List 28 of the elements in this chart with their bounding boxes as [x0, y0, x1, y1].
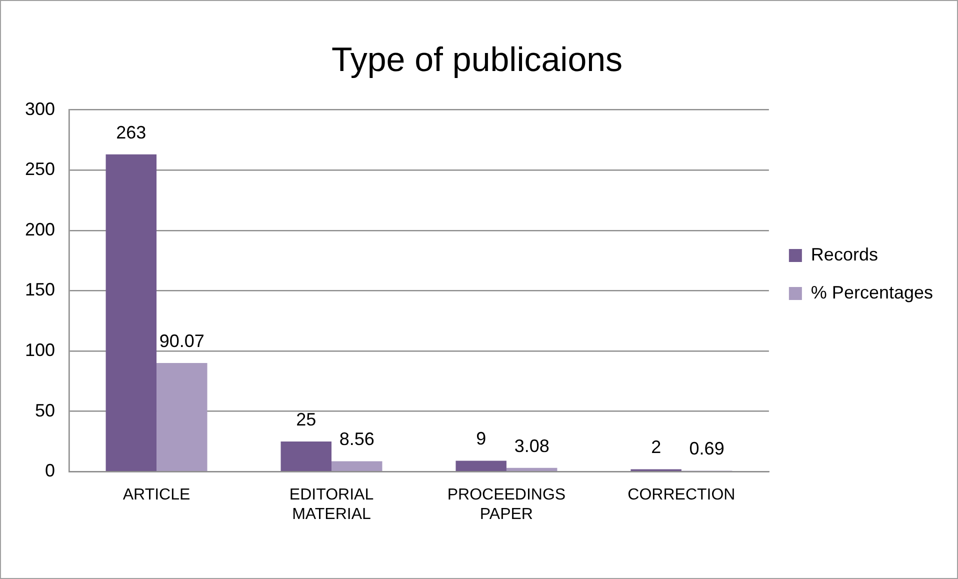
y-tick-label: 0 [45, 460, 56, 481]
bar [506, 468, 558, 471]
x-tick-label: PROCEEDINGS PAPER [447, 486, 566, 523]
bar [456, 460, 506, 471]
data-label: 8.56 [339, 429, 374, 450]
data-label: 25 [296, 409, 316, 430]
legend-label: Records [810, 244, 878, 264]
data-label: 0.69 [689, 438, 724, 459]
y-tick-label: 50 [35, 400, 56, 420]
data-label: 9 [476, 428, 486, 449]
x-tick-label: ARTICLE [122, 486, 190, 504]
x-tick-label: CORRECTION [628, 486, 736, 504]
y-tick-label: 200 [24, 219, 56, 240]
data-label: 2 [651, 437, 662, 458]
bar [156, 362, 208, 471]
legend-label: % Percentages [810, 282, 934, 302]
data-label: 263 [116, 122, 146, 142]
y-tick-label: 300 [24, 98, 56, 119]
y-tick-label: 250 [24, 159, 56, 180]
bar [280, 441, 332, 471]
data-label: 90.07 [159, 330, 204, 351]
x-tick-label: EDITORIAL MATERIAL [289, 486, 374, 523]
y-tick-label: 150 [24, 280, 56, 300]
y-tick-label: 100 [24, 340, 56, 360]
bar [106, 154, 157, 471]
data-label: 3.08 [514, 436, 550, 456]
chart-title: Type of publicaions [331, 40, 623, 79]
bar [331, 461, 382, 471]
